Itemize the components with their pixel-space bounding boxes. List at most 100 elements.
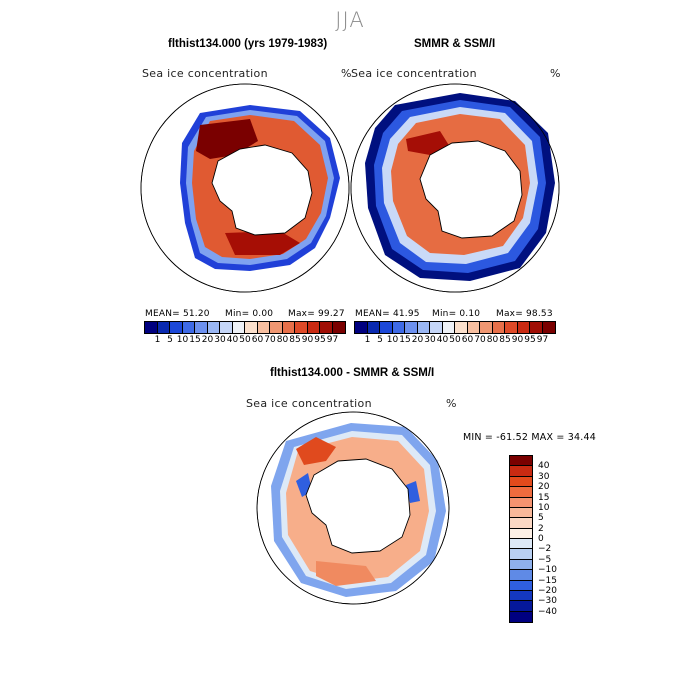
colorbar-tick-label: 80 <box>486 335 499 345</box>
model-ice-ross-max <box>225 231 300 255</box>
colorbar-tick-label: 40 <box>436 335 449 345</box>
colorbar-swatch <box>245 322 258 333</box>
colorbar-swatch <box>467 322 480 333</box>
colorbar-swatch <box>380 322 393 333</box>
colorbar-tick-label: 15 <box>189 335 201 345</box>
model-map <box>140 83 350 293</box>
colorbar-tick-label: 50 <box>449 335 461 345</box>
colorbar-swatch <box>455 322 468 333</box>
colorbar-tick-label: 10 <box>176 335 189 345</box>
diff-colorbar-tick-label: 15 <box>538 492 550 503</box>
colorbar-swatch <box>295 322 308 333</box>
colorbar-tick-label: 85 <box>499 335 511 345</box>
colorbar-tick-label: 85 <box>289 335 301 345</box>
colorbar-swatch <box>542 322 555 333</box>
colorbar-swatch <box>430 322 443 333</box>
obs-mean-stat: MEAN= 41.95 <box>355 309 420 319</box>
obs-panel-title: SMMR & SSM/I <box>414 38 496 50</box>
colorbar-swatch <box>182 322 195 333</box>
colorbar-swatch <box>367 322 380 333</box>
diff-antarctica-continent <box>305 458 411 554</box>
diff-colorbar-tick-label: −2 <box>538 544 552 555</box>
colorbar-tick-label: 97 <box>536 335 549 345</box>
colorbar-swatch <box>492 322 505 333</box>
colorbar-tick-label: 50 <box>239 335 251 345</box>
diff-panel-title: flthist134.000 - SMMR & SSM/I <box>270 367 435 379</box>
colorbar-tick-label: 60 <box>461 335 474 345</box>
obs-ice-weddell-max <box>406 131 450 155</box>
diff-unit-label: % <box>446 397 457 410</box>
diff-colorbar-tick-label: 2 <box>538 523 544 534</box>
colorbar-swatch <box>480 322 493 333</box>
colorbar-swatch <box>257 322 270 333</box>
diff-colorbar-swatch <box>510 466 532 477</box>
colorbar-swatch <box>157 322 170 333</box>
colorbar-tick-label: 40 <box>226 335 239 345</box>
diff-colorbar-swatch <box>510 601 532 612</box>
diff-colorbar-tick-label: 20 <box>538 482 550 493</box>
colorbar-swatch <box>355 322 368 333</box>
diff-colorbar-tick-label: −40 <box>538 606 557 617</box>
diff-colorbar-tick-label: 5 <box>538 513 544 524</box>
colorbar-swatch <box>320 322 333 333</box>
colorbar-swatch <box>220 322 233 333</box>
colorbar-tick-label: 20 <box>201 335 214 345</box>
colorbar-tick-label: 5 <box>377 335 383 345</box>
diff-colorbar-swatch <box>510 497 532 508</box>
colorbar-tick-label: 60 <box>251 335 264 345</box>
diff-colorbar-tick-label: 0 <box>538 534 544 544</box>
model-max-stat: Max= 99.27 <box>288 309 345 319</box>
colorbar-swatch <box>145 322 158 333</box>
colorbar-tick-label: 20 <box>411 335 424 345</box>
colorbar-swatch <box>530 322 543 333</box>
colorbar-swatch <box>417 322 430 333</box>
diff-colorbar <box>509 455 533 623</box>
diff-variable-label: Sea ice concentration <box>246 397 372 410</box>
model-min-stat: Min= 0.00 <box>225 309 274 319</box>
diff-positive-weddell <box>296 437 336 465</box>
diff-colorbar-swatch <box>510 559 532 571</box>
diff-colorbar-tick-label: 10 <box>538 502 550 513</box>
colorbar-swatch <box>505 322 518 333</box>
colorbar-swatch <box>332 322 345 333</box>
obs-antarctica-continent <box>419 140 523 239</box>
model-panel-title: flthist134.000 (yrs 1979-1983) <box>168 38 328 50</box>
diff-colorbar-tick-label: 40 <box>538 461 550 472</box>
colorbar-swatch <box>517 322 530 333</box>
obs-min-stat: Min= 0.10 <box>432 309 481 319</box>
obs-colorbar <box>354 321 556 334</box>
colorbar-swatch <box>307 322 320 333</box>
diff-colorbar-swatch <box>510 528 532 539</box>
colorbar-tick-label: 70 <box>474 335 486 345</box>
colorbar-swatch <box>195 322 208 333</box>
colorbar-swatch <box>442 322 455 333</box>
colorbar-tick-label: 90 <box>301 335 314 345</box>
colorbar-tick-label: 1 <box>364 335 371 345</box>
diff-colorbar-swatch <box>510 580 532 591</box>
diff-colorbar-swatch <box>510 611 532 622</box>
colorbar-tick-label: 95 <box>524 335 536 345</box>
model-variable-label: Sea ice concentration <box>142 67 268 80</box>
colorbar-tick-label: 1 <box>154 335 161 345</box>
season-title: JJA <box>335 8 365 32</box>
colorbar-swatch <box>282 322 295 333</box>
colorbar-swatch <box>207 322 220 333</box>
colorbar-tick-label: 80 <box>276 335 289 345</box>
model-antarctica-continent <box>211 144 313 236</box>
diff-colorbar-swatch <box>510 487 532 498</box>
diff-colorbar-swatch <box>510 518 532 529</box>
colorbar-tick-label: 70 <box>264 335 276 345</box>
colorbar-tick-label: 15 <box>399 335 411 345</box>
diff-colorbar-swatch <box>510 507 532 519</box>
colorbar-swatch <box>232 322 245 333</box>
colorbar-swatch <box>405 322 418 333</box>
colorbar-tick-label: 10 <box>386 335 399 345</box>
diff-negative-edge <box>296 473 420 503</box>
obs-unit-label: % <box>550 67 561 80</box>
diff-colorbar-tick-label: 30 <box>538 471 550 482</box>
colorbar-tick-label: 30 <box>214 335 226 345</box>
diff-colorbar-swatch <box>510 539 532 550</box>
colorbar-swatch <box>270 322 283 333</box>
colorbar-tick-label: 95 <box>314 335 326 345</box>
colorbar-tick-label: 30 <box>424 335 436 345</box>
